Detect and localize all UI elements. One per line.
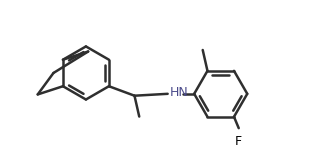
Text: HN: HN	[170, 86, 188, 99]
Text: F: F	[235, 135, 242, 148]
